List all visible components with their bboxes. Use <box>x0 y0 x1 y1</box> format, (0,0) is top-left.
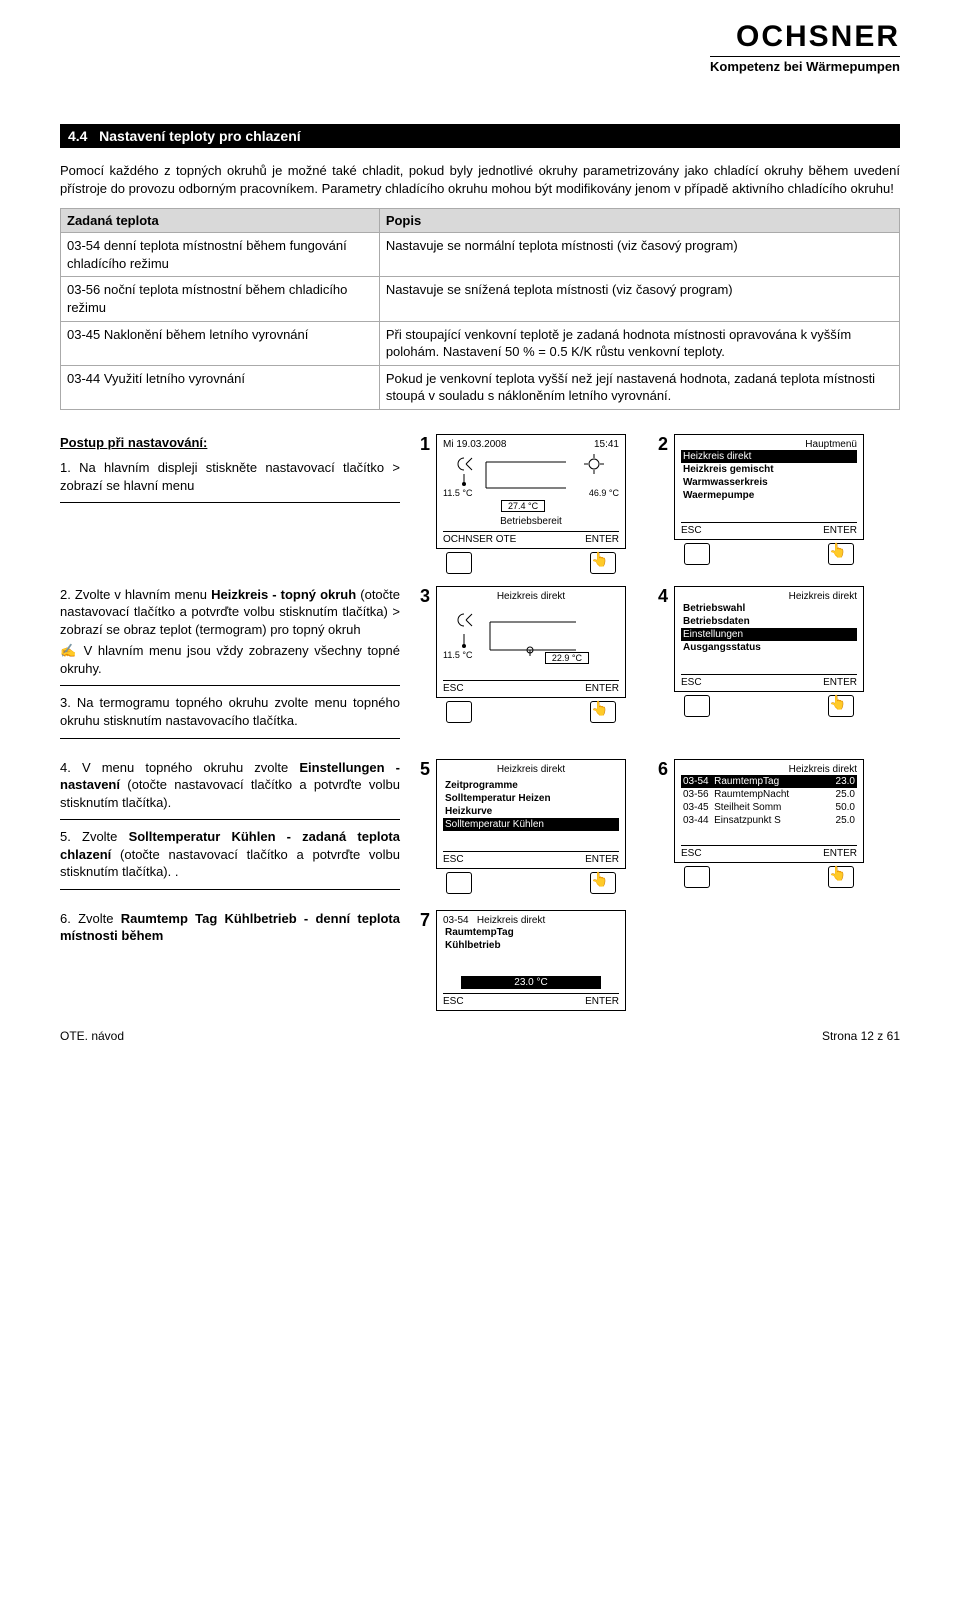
param-row[interactable]: 03-54 RaumtempTag23.0 <box>681 775 857 788</box>
menu-item[interactable]: Ausgangsstatus <box>681 641 857 654</box>
parameters-table: Zadaná teplota Popis 03-54 denní teplota… <box>60 208 900 409</box>
param-row[interactable]: 03-56 RaumtempNacht25.0 <box>681 788 857 801</box>
menu-item[interactable]: Betriebsdaten <box>681 615 857 628</box>
left-button[interactable] <box>684 543 710 565</box>
brand-logo: OCHSNER Kompetenz bei Wärmepumpen <box>60 20 900 74</box>
value-display: 23.0 °C <box>461 976 601 989</box>
footer-right: Strona 12 z 61 <box>822 1029 900 1043</box>
table-cell: 03-44 Využití letního vyrovnání <box>61 365 380 409</box>
screen-number: 7 <box>416 910 430 931</box>
footer-left: OTE. návod <box>60 1029 124 1043</box>
screen-number: 5 <box>416 759 430 780</box>
display-screen-2: Hauptmenü Heizkreis direkt Heizkreis gem… <box>674 434 864 540</box>
display-screen-1: Mi 19.03.2008 15:41 11.5 °C 46.9 °C 27.4… <box>436 434 626 549</box>
table-header: Popis <box>379 209 899 233</box>
menu-item[interactable]: Warmwasserkreis <box>681 476 857 489</box>
table-cell: Nastavuje se snížená teplota místnosti (… <box>379 277 899 321</box>
procedure-heading: Postup při nastavování: <box>60 434 400 452</box>
screen-number: 6 <box>654 759 668 780</box>
step-3: 3. Na termogramu topného okruhu zvolte m… <box>60 694 400 738</box>
table-cell: 03-45 Naklonění během letního vyrovnání <box>61 321 380 365</box>
step-5: 5. Zvolte Solltemperatur Kühlen - zadaná… <box>60 828 400 890</box>
step-4: 4. V menu topného okruhu zvolte Einstell… <box>60 759 400 821</box>
menu-item[interactable]: Einstellungen <box>681 628 857 641</box>
menu-item[interactable]: Waermepumpe <box>681 489 857 502</box>
display-screen-6: Heizkreis direkt 03-54 RaumtempTag23.0 0… <box>674 759 864 863</box>
step-1: 1. Na hlavním displeji stiskněte nastavo… <box>60 459 400 503</box>
menu-item[interactable]: Heizkreis gemischt <box>681 463 857 476</box>
display-screen-7: 03-54 Heizkreis direkt RaumtempTag Kühlb… <box>436 910 626 1011</box>
table-cell: Pokud je venkovní teplota vyšší než její… <box>379 365 899 409</box>
menu-item[interactable]: Heizkurve <box>443 805 619 818</box>
menu-item[interactable]: Zeitprogramme <box>443 779 619 792</box>
step-6: 6. Zvolte Raumtemp Tag Kühlbetrieb - den… <box>60 910 400 945</box>
screen-number: 3 <box>416 586 430 607</box>
right-button[interactable] <box>828 695 854 717</box>
section-title: 4.4 Nastavení teploty pro chlazení <box>60 124 900 148</box>
menu-item[interactable]: Solltemperatur Heizen <box>443 792 619 805</box>
screen-number: 1 <box>416 434 430 455</box>
left-button[interactable] <box>446 552 472 574</box>
step-2: 2. Zvolte v hlavním menu Heizkreis - top… <box>60 586 400 687</box>
table-cell: Nastavuje se normální teplota místnosti … <box>379 233 899 277</box>
table-header: Zadaná teplota <box>61 209 380 233</box>
right-button[interactable] <box>590 701 616 723</box>
display-screen-4: Heizkreis direkt Betriebswahl Betriebsda… <box>674 586 864 692</box>
table-cell: 03-56 noční teplota místnostní během chl… <box>61 277 380 321</box>
right-button[interactable] <box>590 552 616 574</box>
param-row[interactable]: 03-45 Steilheit Somm50.0 <box>681 801 857 814</box>
right-button[interactable] <box>828 866 854 888</box>
table-cell: Při stoupající venkovní teplotě je zadan… <box>379 321 899 365</box>
menu-item[interactable]: Heizkreis direkt <box>681 450 857 463</box>
table-cell: 03-54 denní teplota místnostní během fun… <box>61 233 380 277</box>
display-screen-3: Heizkreis direkt 11.5 °C 22.9 °C ESCENTE… <box>436 586 626 698</box>
logo-sub: Kompetenz bei Wärmepumpen <box>710 56 900 74</box>
logo-main: OCHSNER <box>60 20 900 54</box>
screen-number: 2 <box>654 434 668 455</box>
left-button[interactable] <box>684 866 710 888</box>
param-row[interactable]: 03-44 Einsatzpunkt S25.0 <box>681 814 857 827</box>
intro-paragraph: Pomocí každého z topných okruhů je možné… <box>60 162 900 198</box>
screen-number: 4 <box>654 586 668 607</box>
page-footer: OTE. návod Strona 12 z 61 <box>60 1029 900 1043</box>
right-button[interactable] <box>590 872 616 894</box>
left-button[interactable] <box>446 701 472 723</box>
display-screen-5: Heizkreis direkt Zeitprogramme Solltempe… <box>436 759 626 869</box>
left-button[interactable] <box>446 872 472 894</box>
right-button[interactable] <box>828 543 854 565</box>
menu-item[interactable]: Solltemperatur Kühlen <box>443 818 619 831</box>
left-button[interactable] <box>684 695 710 717</box>
menu-item[interactable]: Betriebswahl <box>681 602 857 615</box>
